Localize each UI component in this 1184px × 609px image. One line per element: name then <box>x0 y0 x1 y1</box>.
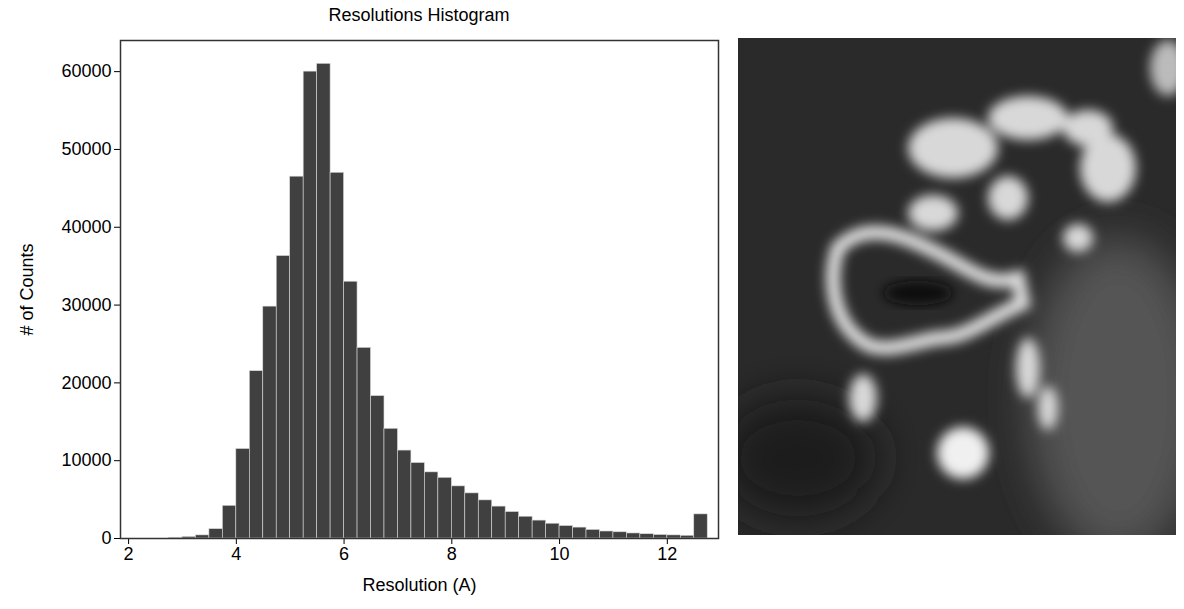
svg-text:4: 4 <box>231 544 241 564</box>
svg-text:Resolution (A): Resolution (A) <box>362 575 476 595</box>
svg-text:0: 0 <box>101 528 111 548</box>
svg-text:40000: 40000 <box>61 217 111 237</box>
svg-text:12: 12 <box>657 544 677 564</box>
svg-text:50000: 50000 <box>61 139 111 159</box>
svg-text:8: 8 <box>447 544 457 564</box>
svg-text:60000: 60000 <box>61 61 111 81</box>
svg-text:2: 2 <box>124 544 134 564</box>
svg-text:30000: 30000 <box>61 295 111 315</box>
svg-text:6: 6 <box>339 544 349 564</box>
svg-text:20000: 20000 <box>61 373 111 393</box>
svg-text:10: 10 <box>550 544 570 564</box>
html-text:Resolutions Histogram: Resolutions Histogram <box>328 5 510 25</box>
svg-text:# of Counts: # of Counts <box>17 243 37 335</box>
svg-text:10000: 10000 <box>61 450 111 470</box>
